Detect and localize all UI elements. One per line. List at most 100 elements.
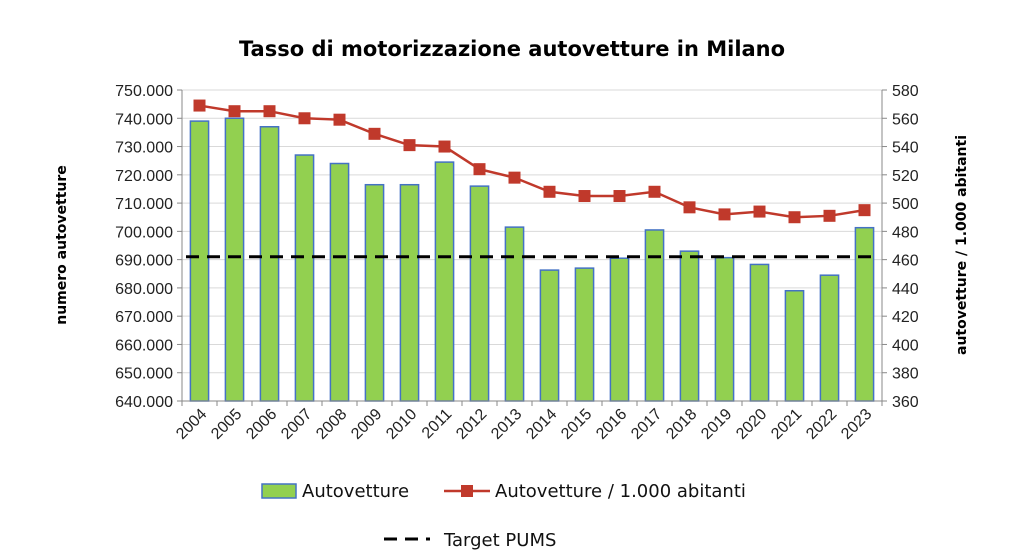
line-point: [473, 163, 486, 176]
line-point: [753, 205, 766, 218]
left-tick-label: 640.000: [115, 394, 173, 411]
line-point: [543, 185, 556, 198]
left-tick-label: 660.000: [115, 337, 173, 354]
right-tick-label: 540: [892, 140, 919, 157]
right-tick-label: 480: [892, 224, 919, 241]
x-tick-label: 2012: [453, 406, 490, 443]
right-tick-label: 380: [892, 366, 919, 383]
right-tick-label: 440: [892, 281, 919, 298]
bar: [399, 183, 420, 402]
right-tick-label: 500: [892, 196, 919, 213]
legend-label-target: Target PUMS: [443, 530, 556, 551]
bar: [574, 267, 595, 402]
legend: Autovetture Autovetture / 1.000 abitanti…: [261, 481, 746, 551]
x-tick-label: 2009: [348, 406, 385, 443]
right-tick-label: 400: [892, 337, 919, 354]
bar: [854, 226, 875, 402]
x-tick-label: 2007: [278, 406, 315, 443]
line-point: [578, 190, 591, 203]
x-tick-label: 2018: [663, 406, 700, 443]
x-tick-label: 2008: [313, 406, 350, 443]
left-tick-label: 680.000: [115, 281, 173, 298]
x-tick-label: 2017: [628, 406, 665, 443]
left-tick-label: 650.000: [115, 366, 173, 383]
left-axis-ticks: 640.000 650.000 660.000 670.000 680.000 690.0…: [115, 83, 182, 411]
line-point: [333, 113, 346, 126]
line-point: [683, 201, 696, 214]
right-tick-label: 580: [892, 83, 919, 100]
right-tick-label: 360: [892, 394, 919, 411]
right-tick-label: 420: [892, 309, 919, 326]
bar: [329, 162, 350, 402]
left-axis-title: numero autovetture: [54, 165, 70, 325]
bar: [434, 161, 455, 402]
x-tick-label: 2023: [838, 406, 875, 443]
left-tick-label: 750.000: [115, 83, 173, 100]
right-tick-label: 460: [892, 253, 919, 270]
line-point: [858, 204, 871, 217]
x-tick-label: 2014: [523, 406, 560, 443]
legend-marker-line: [461, 485, 473, 497]
line-point: [508, 171, 521, 184]
x-tick-label: 2016: [593, 406, 630, 443]
bar: [259, 126, 280, 402]
x-tick-label: 2006: [243, 406, 280, 443]
line-point: [403, 139, 416, 152]
left-tick-label: 730.000: [115, 140, 173, 157]
x-tick-label: 2011: [419, 406, 455, 442]
left-tick-label: 710.000: [115, 196, 173, 213]
x-tick-label: 2022: [803, 406, 840, 443]
line-point: [228, 105, 241, 118]
bar: [714, 256, 735, 402]
line-series: [193, 99, 871, 224]
left-tick-label: 720.000: [115, 168, 173, 185]
x-tick-label: 2013: [488, 406, 525, 443]
line-point: [648, 185, 661, 198]
line-point: [438, 140, 451, 153]
bar: [294, 154, 315, 402]
legend-label-line: Autovetture / 1.000 abitanti: [495, 481, 746, 502]
legend-swatch-bars: [261, 483, 297, 499]
right-axis-ticks: 360 380 400 420 440 460 480 500 520 540 560 580: [882, 83, 919, 411]
bar: [189, 120, 210, 402]
legend-label-bars: Autovetture: [302, 481, 409, 502]
bar: [364, 183, 385, 402]
line-point: [298, 112, 311, 125]
bar: [504, 226, 525, 402]
right-axis-title: autovetture / 1.000 abitanti: [954, 135, 970, 355]
bar: [819, 274, 840, 402]
left-tick-label: 700.000: [115, 224, 173, 241]
line-point: [193, 99, 206, 112]
chart-title: Tasso di motorizzazione autovetture in M…: [239, 37, 785, 61]
x-tick-label: 2010: [383, 406, 420, 443]
right-tick-label: 520: [892, 168, 919, 185]
line-point: [718, 208, 731, 221]
bar: [469, 185, 490, 402]
x-tick-label: 2020: [733, 406, 770, 443]
line-point: [788, 211, 801, 224]
x-tick-label: 2004: [173, 406, 210, 443]
x-tick-label: 2021: [768, 406, 805, 443]
line-point: [823, 209, 836, 222]
left-tick-label: 740.000: [115, 111, 173, 128]
x-tick-label: 2019: [698, 406, 735, 443]
bar: [539, 269, 560, 402]
line-point: [263, 105, 276, 118]
x-axis-ticks: 2004200520062007200820092010201120122013…: [173, 401, 883, 443]
bar: [609, 257, 630, 402]
x-tick-label: 2005: [208, 406, 245, 443]
axes: [181, 90, 883, 402]
bar: [749, 263, 770, 402]
bar: [679, 250, 700, 402]
bar: [224, 117, 245, 402]
line-point: [613, 190, 626, 203]
left-tick-label: 670.000: [115, 309, 173, 326]
bar-series: [189, 117, 875, 402]
gridlines: [182, 89, 882, 402]
line-point: [368, 127, 381, 140]
x-tick-label: 2015: [558, 406, 595, 443]
bar: [784, 289, 805, 402]
right-tick-label: 560: [892, 111, 919, 128]
left-tick-label: 690.000: [115, 253, 173, 270]
